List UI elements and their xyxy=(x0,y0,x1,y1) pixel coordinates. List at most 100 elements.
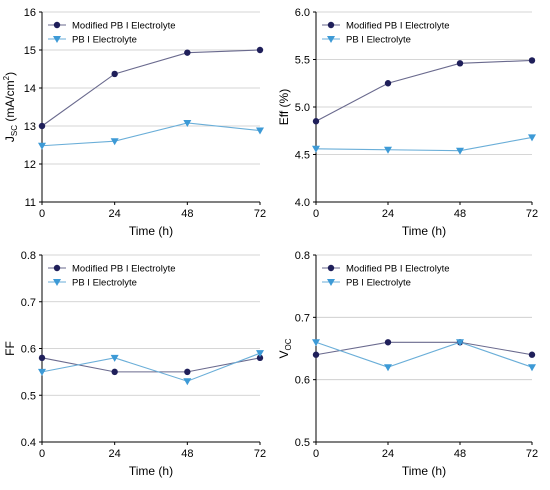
data-point xyxy=(528,134,536,142)
series-modified xyxy=(312,57,536,125)
data-point xyxy=(256,354,264,362)
legend-marker xyxy=(327,264,335,272)
legend-marker xyxy=(327,279,335,286)
legend-label: PB I Electrolyte xyxy=(72,35,137,46)
jsc-chart: 11 12 13 14 15 16 0 24 48 72 Time (h) JSC (mA/cm2) M… xyxy=(2,7,266,238)
x-tick-label: 0 xyxy=(313,208,319,220)
data-point xyxy=(456,147,464,155)
data-point xyxy=(38,354,46,362)
x-tick-label: 72 xyxy=(254,448,266,460)
data-point xyxy=(110,138,119,146)
data-point xyxy=(312,339,320,347)
data-point xyxy=(38,142,46,150)
data-point xyxy=(38,368,46,376)
legend-label: Modified PB I Electrolyte xyxy=(346,21,450,32)
x-tick-label: 24 xyxy=(382,448,394,460)
legend-label: PB I Electrolyte xyxy=(72,278,137,289)
y-tick-label: 4.5 xyxy=(295,150,310,162)
legend-marker xyxy=(327,21,335,29)
x-axis-label: Time (h) xyxy=(402,224,446,238)
x-tick-label: 48 xyxy=(454,448,466,460)
data-point xyxy=(384,364,392,372)
series-line xyxy=(41,122,261,147)
x-tick-label: 0 xyxy=(39,448,45,460)
legend-marker xyxy=(53,264,61,272)
series-line xyxy=(315,341,533,356)
y-tick-label: 5.5 xyxy=(295,55,310,67)
y-tick-label: 0.5 xyxy=(295,437,310,449)
legend: Modified PB I Electrolyte PB I Electrolyt… xyxy=(48,21,176,46)
y-tick-label: 0.5 xyxy=(21,390,36,402)
y-tick-label: 11 xyxy=(25,197,36,209)
data-point xyxy=(456,60,464,67)
legend-marker xyxy=(53,279,61,286)
y-tick-label: 16 xyxy=(24,7,36,19)
series-standard xyxy=(312,134,536,155)
y-tick-label: 15 xyxy=(24,45,36,57)
data-point xyxy=(456,339,464,347)
data-point xyxy=(528,351,536,358)
data-point xyxy=(256,127,264,135)
x-tick-label: 72 xyxy=(526,448,538,460)
data-point xyxy=(528,364,536,372)
efficiency-chart: 4.0 4.5 5.0 5.5 6.0 0 24 48 72 Time (h) Eff (%) Mod… xyxy=(277,7,538,238)
series-line xyxy=(315,59,533,122)
y-tick-label: 0.7 xyxy=(21,297,36,309)
y-axis-label: JSC (mA/cm2) xyxy=(2,72,19,142)
data-point xyxy=(111,368,118,376)
x-tick-label: 48 xyxy=(181,448,193,460)
y-tick-label: 14 xyxy=(24,83,36,95)
data-point xyxy=(384,339,392,346)
series-standard xyxy=(38,350,264,386)
legend-marker xyxy=(53,36,61,43)
y-tick-label: 0.6 xyxy=(295,375,310,387)
data-point xyxy=(312,145,320,153)
legend-label: Modified PB I Electrolyte xyxy=(72,264,176,275)
legend-label: Modified PB I Electrolyte xyxy=(72,21,176,32)
x-tick-label: 0 xyxy=(313,448,319,460)
data-point xyxy=(312,118,320,125)
data-point xyxy=(183,378,192,386)
x-axis-label: Time (h) xyxy=(129,464,173,478)
legend: Modified PB I Electrolyte PB I Electrolyt… xyxy=(322,264,450,289)
data-point xyxy=(184,368,191,376)
series-line xyxy=(315,341,533,368)
x-tick-label: 24 xyxy=(109,448,121,460)
data-point xyxy=(528,57,536,64)
ff-chart: 0.4 0.5 0.6 0.7 0.8 0 24 48 72 Time (h) FF Modified… xyxy=(3,250,266,478)
y-axis-label: FF xyxy=(3,341,17,356)
y-tick-label: 13 xyxy=(24,121,36,133)
x-tick-label: 24 xyxy=(382,208,394,220)
series-standard xyxy=(38,119,264,150)
y-tick-label: 4.0 xyxy=(295,197,310,209)
data-point xyxy=(256,46,264,54)
voc-chart: 0.5 0.6 0.7 0.8 0 24 48 72 Time (h) VOC Modified P… xyxy=(277,250,538,478)
x-tick-label: 24 xyxy=(109,208,121,220)
data-point xyxy=(256,350,264,358)
x-tick-label: 72 xyxy=(526,208,538,220)
x-tick-label: 0 xyxy=(39,208,45,220)
legend: Modified PB I Electrolyte PB I Electrolyt… xyxy=(322,21,450,46)
x-tick-label: 72 xyxy=(254,208,266,220)
series-line xyxy=(41,49,261,127)
series-modified xyxy=(38,46,264,130)
data-point xyxy=(110,354,119,362)
y-tick-label: 0.8 xyxy=(295,250,310,262)
y-tick-label: 5.0 xyxy=(295,102,310,114)
y-tick-label: 0.4 xyxy=(21,437,36,449)
legend-label: Modified PB I Electrolyte xyxy=(346,264,450,275)
data-point xyxy=(38,122,46,130)
y-tick-label: 6.0 xyxy=(295,7,310,19)
legend-marker xyxy=(327,36,335,43)
y-tick-label: 12 xyxy=(24,159,36,171)
legend: Modified PB I Electrolyte PB I Electrolyt… xyxy=(48,264,176,289)
y-axis-label: VOC xyxy=(277,338,293,358)
y-tick-label: 0.8 xyxy=(21,250,36,262)
series-standard xyxy=(312,339,536,372)
x-axis-label: Time (h) xyxy=(402,464,446,478)
x-tick-label: 48 xyxy=(181,208,193,220)
legend-label: PB I Electrolyte xyxy=(346,35,411,46)
data-point xyxy=(312,351,320,358)
legend-label: PB I Electrolyte xyxy=(346,278,411,289)
